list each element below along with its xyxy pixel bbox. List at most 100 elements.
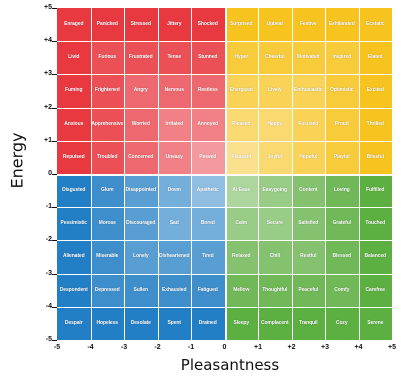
emotion-label: Tired [201,253,214,260]
y-tick-label: -1 [45,203,52,211]
emotion-cell: Bored [191,207,225,241]
emotion-label: Satisfied [298,220,319,227]
emotion-label: Hyper [234,54,249,61]
emotion-cell: Grateful [325,207,359,241]
emotion-label: Cheerful [265,54,285,61]
emotion-cell: Joyful [258,140,292,174]
emotion-label: Repulsed [62,153,85,160]
emotion-cell: Despair [57,306,91,340]
emotion-label: Blessed [332,253,352,260]
emotion-label: Furious [98,54,117,61]
x-tick-label: +3 [321,344,329,351]
emotion-label: Relaxed [232,253,251,260]
emotion-label: Fuming [65,87,83,94]
emotion-label: Panicked [96,21,118,28]
emotion-label: Energized [229,87,253,94]
emotion-label: Anxious [64,120,84,127]
emotion-cell: Apprehensive [90,107,124,141]
emotion-cell: Stressed [124,8,158,42]
emotion-cell: Disheartened [157,240,191,274]
emotion-label: Calm [235,220,248,227]
y-tick-label: +2 [44,103,52,111]
emotion-label: Blissful [366,153,384,160]
emotion-cell: Carefree [358,273,392,307]
emotion-label: Hopeless [96,319,119,326]
y-tick-label: -3 [45,269,52,277]
emotion-cell: Irritated [157,107,191,141]
emotion-cell: Pleasant [224,140,258,174]
emotion-label: Elated [368,54,383,61]
emotion-label: Content [299,187,318,194]
emotion-cell: Motivated [291,41,325,75]
emotion-cell: Energized [224,74,258,108]
emotion-label: Serene [367,319,384,326]
emotion-label: Irritated [165,120,184,127]
emotion-cell: Shocked [191,8,225,42]
emotion-cell: Content [291,174,325,208]
emotion-cell: Down [157,174,191,208]
emotion-label: Peeved [199,153,217,160]
emotion-cell: Panicked [90,8,124,42]
emotion-cell: Cozy [325,306,359,340]
x-tick-label: -4 [87,344,94,351]
emotion-label: Lively [267,87,282,94]
y-axis-label-text: Energy [7,131,27,189]
emotion-label: Livid [68,54,80,61]
y-tick-label: -4 [45,302,52,310]
emotion-cell: Relaxed [224,240,258,274]
y-tick-mark [52,41,57,43]
emotion-label: Carefree [365,286,386,293]
emotion-label: Motivated [297,54,320,61]
emotion-label: Surprised [230,21,253,28]
emotion-cell: Spent [157,306,191,340]
emotion-cell: Hopeful [291,140,325,174]
grid-hline [57,306,392,308]
emotion-cell: Tense [157,41,191,75]
emotion-label: Playful [333,153,350,160]
emotion-label: Disappointed [125,187,157,194]
emotion-label: Angry [133,87,148,94]
emotion-label: Disgusted [62,187,86,194]
emotion-label: Apathetic [196,187,219,194]
emotion-cell: Satisfied [291,207,325,241]
x-tick-label: +2 [287,344,296,351]
emotion-cell: Anxious [57,107,91,141]
emotion-label: Miserable [96,253,119,260]
emotion-cell: Cheerful [258,41,292,75]
emotion-cell: Stunned [191,41,225,75]
emotion-cell: Troubled [90,140,124,174]
emotion-cell: Tranquil [291,306,325,340]
emotion-label: Fulfilled [366,187,385,194]
emotion-label: Down [167,187,181,194]
emotion-label: Bored [200,220,215,227]
emotion-label: Stressed [130,21,151,28]
emotion-cell: Worried [124,107,158,141]
emotion-cell: Exhilarated [325,8,359,42]
emotion-cell: Upbeat [258,8,292,42]
emotion-cell: Secure [258,207,292,241]
emotion-label: Joyful [267,153,282,160]
y-tick-mark [52,273,57,275]
emotion-label: Comfy [334,286,350,293]
emotion-label: Complacent [260,319,289,326]
emotion-cell: Loving [325,174,359,208]
y-tick-label: -5 [45,336,52,343]
emotion-label: Chill [269,253,280,260]
emotion-label: Pessimistic [60,220,88,227]
emotion-label: Grateful [332,220,351,227]
emotion-cell: Peeved [191,140,225,174]
emotion-label: Alienated [62,253,85,260]
y-tick-mark [52,74,57,76]
emotion-cell: Pessimistic [57,207,91,241]
emotion-cell: Surprised [224,8,258,42]
emotion-cell: Focused [291,107,325,141]
emotion-cell: Pleased [224,107,258,141]
emotion-cell: Restful [291,240,325,274]
emotion-cell: Fuming [57,74,91,108]
y-tick-mark [52,8,57,9]
emotion-cell: Depressed [90,273,124,307]
emotion-cell: Furious [90,41,124,75]
grid-hline [57,273,392,275]
emotion-cell: Easygoing [258,174,292,208]
grid-vline [325,8,326,340]
